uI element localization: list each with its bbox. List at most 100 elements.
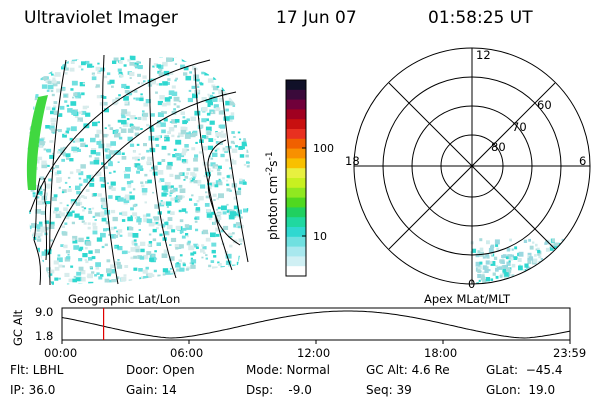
aurora-pixel — [182, 116, 186, 119]
aurora-pixel — [84, 259, 87, 261]
aurora-pixel — [85, 112, 91, 117]
aurora-pixel — [166, 81, 170, 85]
aurora-pixel — [166, 165, 172, 170]
aurora-pixel — [174, 79, 177, 82]
aurora-pixel — [201, 118, 207, 123]
aurora-pixel — [207, 182, 212, 187]
aurora-pixel — [570, 272, 574, 276]
aurora-pixel — [162, 268, 169, 273]
aurora-pixel — [135, 97, 140, 101]
aurora-pixel — [249, 132, 250, 135]
aurora-pixel — [54, 277, 59, 281]
aurora-pixel — [37, 156, 43, 161]
aurora-pixel — [35, 209, 42, 214]
aurora-pixel — [50, 64, 54, 67]
aurora-pixel — [177, 199, 181, 203]
aurora-pixel — [218, 98, 224, 102]
aurora-pixel — [41, 84, 48, 89]
aurora-pixel — [515, 275, 520, 281]
aurora-pixel — [238, 276, 245, 281]
aurora-pixel — [154, 281, 157, 284]
aurora-pixel — [182, 148, 188, 153]
aurora-pixel — [83, 207, 87, 210]
aurora-pixel — [97, 62, 100, 65]
aurora-pixel — [564, 272, 569, 278]
aurora-pixel — [43, 55, 48, 58]
aurora-pixel — [87, 63, 93, 68]
aurora-pixel — [140, 248, 145, 253]
color-bar-band — [286, 236, 306, 248]
aurora-pixel — [144, 281, 150, 285]
aurora-pixel — [250, 202, 254, 205]
aurora-pixel — [29, 245, 35, 250]
aurora-pixel — [75, 138, 81, 143]
aurora-pixel — [152, 171, 158, 176]
aurora-pixel — [190, 257, 193, 260]
aurora-pixel — [58, 285, 61, 288]
aurora-pixel — [579, 266, 583, 270]
aurora-pixel — [104, 166, 108, 169]
aurora-pixel — [246, 63, 250, 67]
aurora-pixel — [247, 131, 250, 134]
aurora-pixel — [513, 256, 518, 260]
color-bar-band — [286, 129, 306, 140]
aurora-pixel — [183, 66, 189, 71]
aurora-pixel — [216, 212, 221, 217]
aurora-pixel — [510, 282, 514, 284]
aurora-pixel — [107, 81, 110, 83]
aurora-pixel — [178, 209, 182, 213]
aurora-pixel — [62, 265, 65, 268]
aurora-pixel — [242, 107, 248, 111]
aurora-pixel — [235, 222, 241, 226]
aurora-pixel — [495, 243, 499, 247]
aurora-pixel — [121, 152, 125, 155]
aurora-pixel — [64, 222, 68, 225]
aurora-pixel — [251, 179, 254, 182]
aurora-pixel — [129, 124, 134, 128]
aurora-pixel — [237, 187, 242, 191]
aurora-pixel — [26, 84, 30, 88]
aurora-pixel — [246, 208, 250, 212]
polar-label-hour-18: 18 — [345, 154, 360, 168]
aurora-pixel — [123, 250, 128, 254]
aurora-pixel — [212, 92, 215, 95]
aurora-pixel — [31, 78, 36, 83]
aurora-pixel — [130, 115, 136, 120]
aurora-pixel — [171, 271, 177, 276]
aurora-pixel — [66, 127, 71, 131]
aurora-pixel — [214, 166, 218, 169]
aurora-pixel — [37, 232, 43, 237]
aurora-pixel — [508, 286, 510, 288]
aurora-pixel — [99, 177, 106, 182]
aurora-pixel — [134, 117, 138, 120]
aurora-pixel — [214, 149, 218, 152]
aurora-pixel — [534, 254, 537, 257]
aurora-pixel — [193, 74, 200, 80]
aurora-pixel — [226, 175, 230, 178]
aurora-pixel — [141, 82, 144, 85]
aurora-pixel — [483, 254, 486, 257]
aurora-pixel — [44, 220, 49, 224]
aurora-pixel — [161, 201, 166, 205]
aurora-pixel — [551, 261, 555, 266]
aurora-pixel — [130, 215, 133, 217]
aurora-pixel — [30, 106, 35, 110]
aurora-pixel — [169, 267, 172, 270]
aurora-pixel — [127, 282, 132, 285]
aurora-pixel — [185, 268, 189, 271]
aurora-pixel — [81, 92, 85, 96]
aurora-pixel — [245, 89, 250, 93]
aurora-pixel — [46, 106, 51, 111]
aurora-pixel — [164, 231, 168, 235]
aurora-pixel — [251, 102, 256, 106]
aurora-pixel — [218, 178, 221, 181]
aurora-pixel — [133, 267, 138, 271]
time-tick-2359: 23:59 — [553, 346, 586, 360]
aurora-pixel — [92, 222, 97, 226]
aurora-pixel — [41, 59, 45, 63]
aurora-pixel — [115, 276, 120, 280]
aurora-pixel — [74, 92, 81, 97]
aurora-pixel — [111, 279, 117, 284]
aurora-pixel — [565, 284, 567, 286]
aurora-pixel — [64, 272, 70, 277]
